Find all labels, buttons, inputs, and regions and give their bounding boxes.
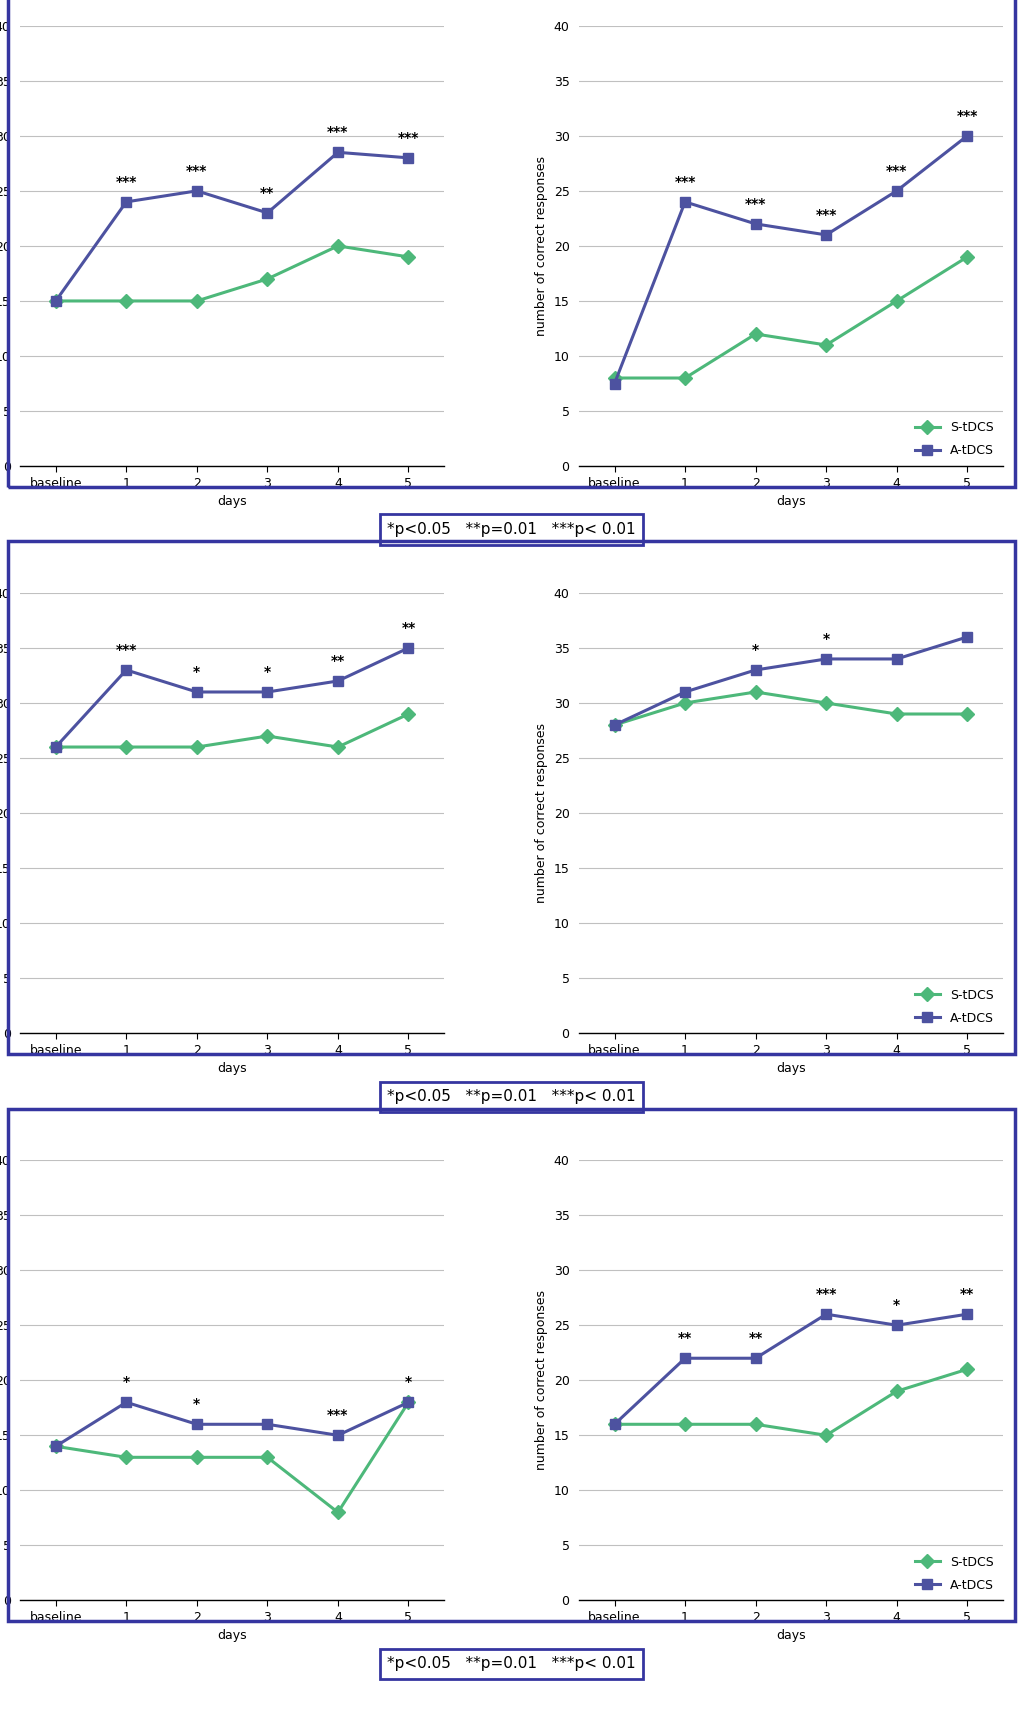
- Text: **: **: [401, 621, 415, 635]
- Text: *: *: [264, 664, 271, 680]
- Text: **: **: [260, 185, 274, 199]
- Text: ***: ***: [815, 208, 837, 221]
- Text: ***: ***: [186, 163, 208, 178]
- Text: *: *: [193, 664, 201, 680]
- Text: **: **: [330, 654, 345, 668]
- X-axis label: days: days: [776, 1630, 806, 1642]
- Text: ***: ***: [957, 108, 978, 122]
- Y-axis label: number of correct responses: number of correct responses: [535, 722, 548, 903]
- Text: *: *: [123, 1375, 130, 1388]
- X-axis label: days: days: [776, 1062, 806, 1076]
- Text: *: *: [405, 1375, 412, 1388]
- Text: ***: ***: [327, 125, 349, 139]
- Text: ***: ***: [745, 197, 766, 211]
- Text: ***: ***: [116, 175, 137, 189]
- Legend: S-tDCS, A-tDCS: S-tDCS, A-tDCS: [909, 983, 998, 1030]
- Text: ***: ***: [815, 1287, 837, 1301]
- Text: ***: ***: [398, 130, 419, 144]
- X-axis label: days: days: [217, 1062, 247, 1076]
- Text: *: *: [893, 1297, 900, 1313]
- Text: *: *: [752, 644, 759, 657]
- Text: *: *: [193, 1397, 201, 1411]
- X-axis label: days: days: [217, 1630, 247, 1642]
- Text: ***: ***: [886, 163, 907, 178]
- Text: **: **: [749, 1332, 763, 1345]
- X-axis label: days: days: [776, 494, 806, 508]
- Text: ***: ***: [327, 1409, 349, 1423]
- Y-axis label: number of correct responses: number of correct responses: [535, 1290, 548, 1471]
- Text: *p<0.05   **p=0.01   ***p< 0.01: *p<0.05 **p=0.01 ***p< 0.01: [387, 1656, 636, 1671]
- Text: *p<0.05   **p=0.01   ***p< 0.01: *p<0.05 **p=0.01 ***p< 0.01: [387, 1090, 636, 1103]
- Y-axis label: number of correct responses: number of correct responses: [535, 156, 548, 336]
- Text: ***: ***: [674, 175, 696, 189]
- Text: **: **: [961, 1287, 974, 1301]
- Text: *: *: [822, 631, 830, 645]
- X-axis label: days: days: [217, 494, 247, 508]
- Text: ***: ***: [116, 644, 137, 657]
- Text: *p<0.05   **p=0.01   ***p< 0.01: *p<0.05 **p=0.01 ***p< 0.01: [387, 522, 636, 537]
- Text: **: **: [678, 1332, 693, 1345]
- Legend: S-tDCS, A-tDCS: S-tDCS, A-tDCS: [909, 1551, 998, 1596]
- Legend: S-tDCS, A-tDCS: S-tDCS, A-tDCS: [909, 417, 998, 462]
